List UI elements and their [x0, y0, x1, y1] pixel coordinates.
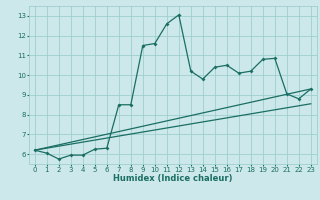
X-axis label: Humidex (Indice chaleur): Humidex (Indice chaleur): [113, 174, 233, 183]
